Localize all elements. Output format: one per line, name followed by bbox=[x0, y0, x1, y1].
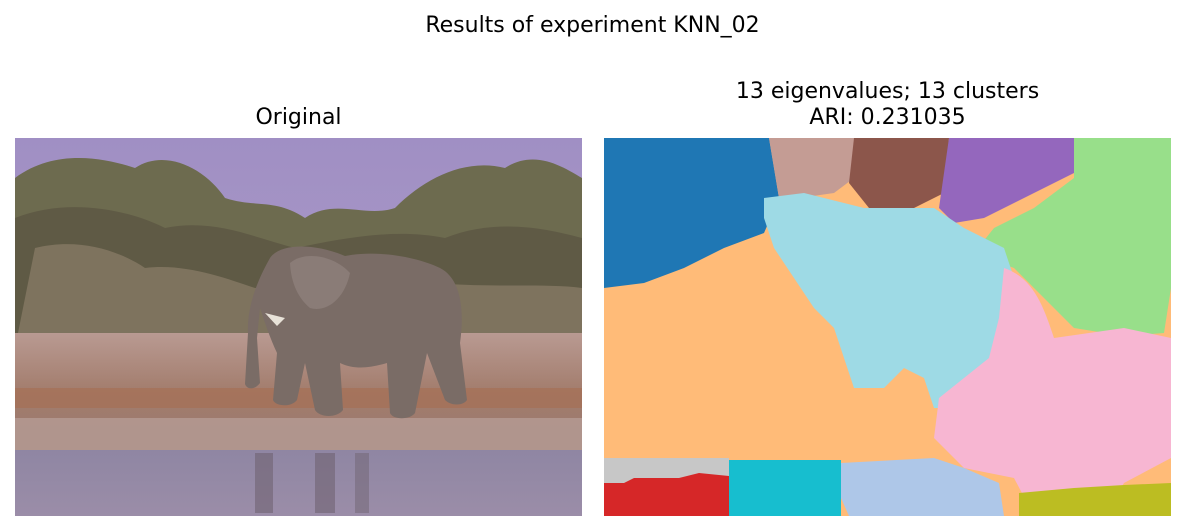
original-image bbox=[15, 138, 582, 516]
segmentation-title-line2: ARI: 0.231035 bbox=[809, 105, 966, 130]
segmentation-title-line1: 13 eigenvalues; 13 clusters bbox=[735, 79, 1040, 104]
cluster-olive bbox=[1019, 483, 1171, 516]
cluster-tan bbox=[769, 138, 854, 198]
cluster-brown bbox=[849, 138, 949, 213]
cluster-red bbox=[604, 473, 729, 516]
figure-title: Results of experiment KNN_02 bbox=[425, 13, 760, 38]
cluster-lightblue bbox=[764, 193, 1014, 408]
cluster-blue bbox=[604, 138, 779, 288]
cluster-lightsteelblue bbox=[841, 458, 1004, 516]
segmentation-title: 13 eigenvalues; 13 clusters ARI: 0.23103… bbox=[604, 79, 1171, 131]
cluster-cyan bbox=[729, 460, 841, 516]
segmentation-image bbox=[604, 138, 1171, 516]
original-image-title: Original bbox=[15, 105, 582, 131]
cluster-pink bbox=[934, 268, 1171, 516]
cluster-green bbox=[974, 138, 1171, 336]
cluster-purple bbox=[939, 138, 1074, 223]
original-title-text: Original bbox=[255, 105, 342, 130]
